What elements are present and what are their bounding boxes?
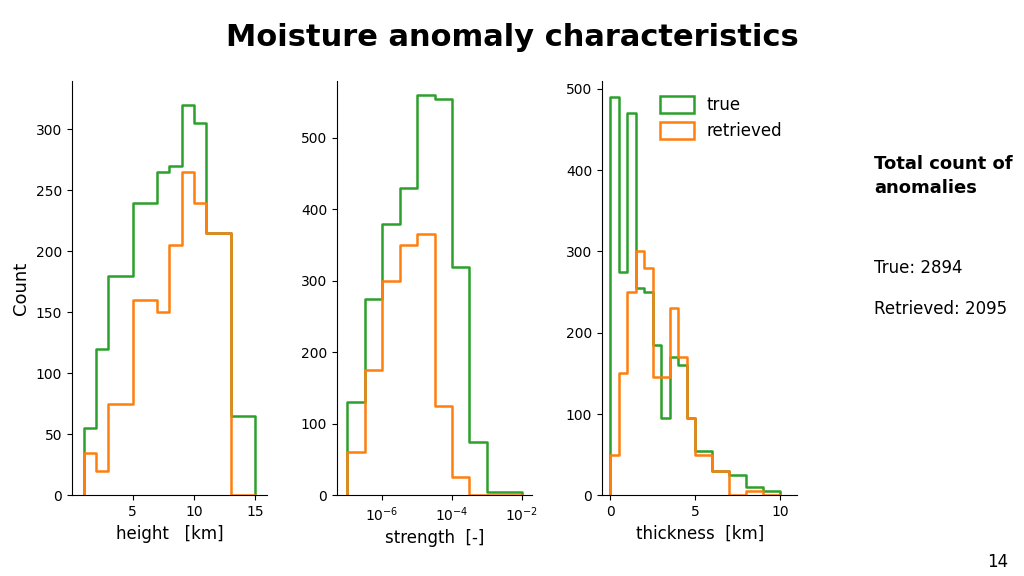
X-axis label: thickness  [km]: thickness [km]	[636, 525, 764, 543]
Legend: true, retrieved: true, retrieved	[653, 89, 790, 147]
Text: 14: 14	[987, 553, 1009, 571]
Text: True: 2894: True: 2894	[874, 259, 963, 277]
Text: Retrieved: 2095: Retrieved: 2095	[874, 301, 1008, 319]
Y-axis label: Count: Count	[12, 262, 30, 314]
Text: Total count of
anomalies: Total count of anomalies	[874, 156, 1013, 197]
X-axis label: strength  [-]: strength [-]	[385, 529, 484, 547]
Text: Moisture anomaly characteristics: Moisture anomaly characteristics	[225, 23, 799, 52]
X-axis label: height   [km]: height [km]	[116, 525, 223, 543]
